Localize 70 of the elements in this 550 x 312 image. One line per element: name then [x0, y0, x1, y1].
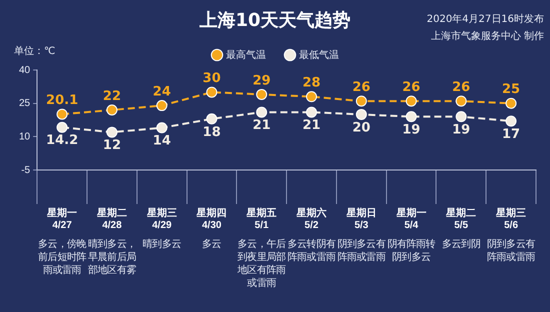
x-tick-label: 星期一 5/4	[395, 206, 426, 231]
data-label: 21	[252, 118, 271, 134]
data-label: 24	[152, 84, 171, 100]
x-tick-label: 星期二 4/28	[96, 206, 127, 231]
y-tick-label: 25	[19, 98, 31, 110]
data-label: 28	[302, 76, 321, 91]
x-tick-label: 星期二 5/5	[445, 206, 476, 231]
point	[56, 108, 68, 120]
point	[106, 104, 118, 116]
text: 多云到阴	[440, 238, 482, 251]
legend-label: 最高气温	[226, 48, 266, 61]
text: 多云	[201, 238, 222, 251]
y-tick-label: -5	[21, 164, 31, 176]
text: 阴到多云有阵雨或雷雨	[487, 238, 536, 264]
point	[156, 100, 168, 112]
text: 阴到多云有阵雨或雷雨	[337, 238, 386, 264]
x-tick-label: 星期四 4/30	[196, 206, 227, 231]
text: 多云转阴有阵雨或雷雨	[288, 238, 336, 264]
point	[356, 108, 367, 120]
text: 阴有阵雨转阴到多云	[387, 238, 436, 264]
y-axis-title: 单位：℃	[14, 44, 56, 58]
y-tick-label: 10	[19, 131, 31, 142]
point	[506, 116, 517, 127]
point	[56, 122, 68, 133]
point	[456, 96, 467, 107]
x-tick-label: 星期三 4/29	[146, 206, 177, 231]
x-tick-label: 星期三 5/6	[495, 206, 526, 231]
point	[306, 106, 318, 118]
data-label: 14.2	[46, 133, 78, 148]
point	[106, 126, 118, 138]
point	[356, 96, 367, 107]
x-tick-label: 星期六 5/2	[296, 206, 327, 231]
data-label: 14	[152, 134, 171, 149]
data-label: 19	[402, 122, 420, 138]
chart-title: 上海10天天气趋势	[199, 10, 351, 31]
chart-subtitle: 2020年4月27日16时发布	[426, 12, 544, 26]
text: 多云，午后到夜里局部地区有阵雨或雷雨	[238, 238, 286, 290]
data-label: 26	[352, 80, 370, 95]
point	[256, 88, 268, 100]
text: 上海市气象服务中心 制作	[430, 30, 544, 43]
x-tick-label: 星期五 5/1	[246, 206, 277, 231]
point	[156, 122, 168, 134]
data-label: 30	[202, 71, 221, 86]
data-label: 17	[502, 126, 520, 142]
point	[506, 98, 517, 109]
y-tick-label: 40	[19, 64, 31, 76]
data-label: 26	[402, 80, 420, 95]
data-label: 20.1	[46, 93, 78, 108]
point	[306, 91, 318, 102]
point	[206, 86, 218, 98]
data-label: 29	[252, 73, 271, 88]
point	[406, 96, 417, 107]
x-tick-label: 星期一 4/27	[46, 206, 78, 231]
point	[206, 113, 218, 124]
point	[406, 111, 417, 122]
text: 多云，傍晚前后短时阵雨或雷雨	[38, 238, 86, 277]
point	[456, 111, 467, 122]
text: 晴到多云	[142, 238, 182, 251]
data-label: 21	[302, 118, 321, 134]
text: 晴到多云，早晨前后局部地区有雾	[88, 238, 136, 277]
data-label: 12	[102, 138, 121, 154]
data-label: 20	[352, 120, 370, 136]
data-label: 19	[452, 122, 470, 138]
point	[256, 106, 268, 118]
x-tick-label: 星期日 5/3	[345, 206, 376, 231]
data-label: 18	[202, 124, 221, 140]
data-label: 22	[102, 88, 121, 104]
legend-label: 最低气温	[299, 48, 339, 61]
data-label: 25	[502, 82, 520, 98]
data-label: 26	[452, 80, 470, 95]
